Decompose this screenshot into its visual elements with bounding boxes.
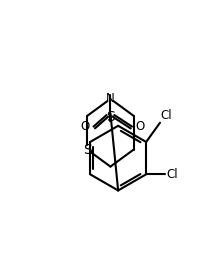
Text: Cl: Cl bbox=[166, 168, 178, 181]
Text: S: S bbox=[106, 110, 115, 124]
Text: Cl: Cl bbox=[161, 109, 172, 122]
Text: O: O bbox=[136, 120, 145, 133]
Text: S: S bbox=[83, 143, 92, 157]
Text: N: N bbox=[106, 92, 115, 105]
Text: O: O bbox=[80, 120, 90, 133]
